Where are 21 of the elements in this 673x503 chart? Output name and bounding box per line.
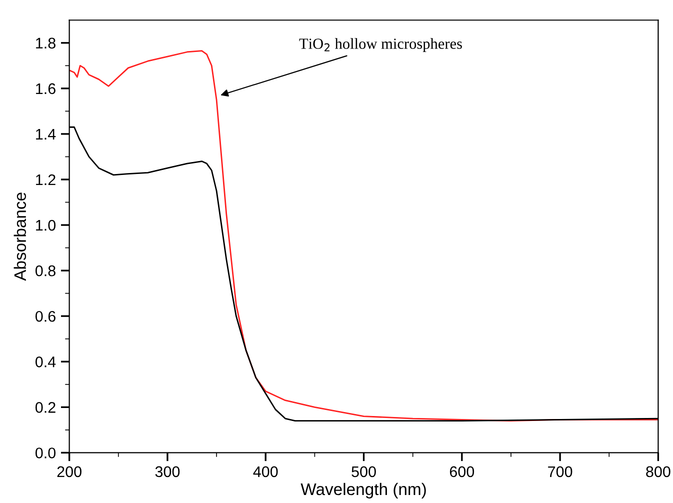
x-tick-label: 400 <box>253 466 278 478</box>
x-tick-label: 700 <box>548 466 572 478</box>
y-tick-label: 0.8 <box>35 265 56 276</box>
x-tick-label: 600 <box>450 466 474 478</box>
y-tick-label: 0.4 <box>35 356 56 368</box>
y-tick-label: 1.4 <box>36 128 56 140</box>
y-tick-label: 0.6 <box>35 310 56 322</box>
y-tick-label: 0.2 <box>35 402 56 413</box>
y-tick-label: 0.0 <box>35 448 56 458</box>
y-tick-label: 1.2 <box>36 174 56 186</box>
x-tick-label: 800 <box>646 466 670 478</box>
x-axis-title: Wavelength (nm) <box>300 482 426 498</box>
y-tick-label: 1.8 <box>36 38 56 49</box>
line-series <box>69 50 658 422</box>
x-tick-label: 500 <box>352 466 376 478</box>
x-tick-label: 300 <box>155 466 180 478</box>
y-axis-title: Absorbance <box>14 192 26 281</box>
y-tick-label: 1.6 <box>36 83 56 94</box>
x-tick-label: 200 <box>57 466 82 478</box>
y-tick-label: 1.0 <box>36 220 56 231</box>
annotation: TiO$_{2}$ hollow microspheres <box>299 38 462 52</box>
